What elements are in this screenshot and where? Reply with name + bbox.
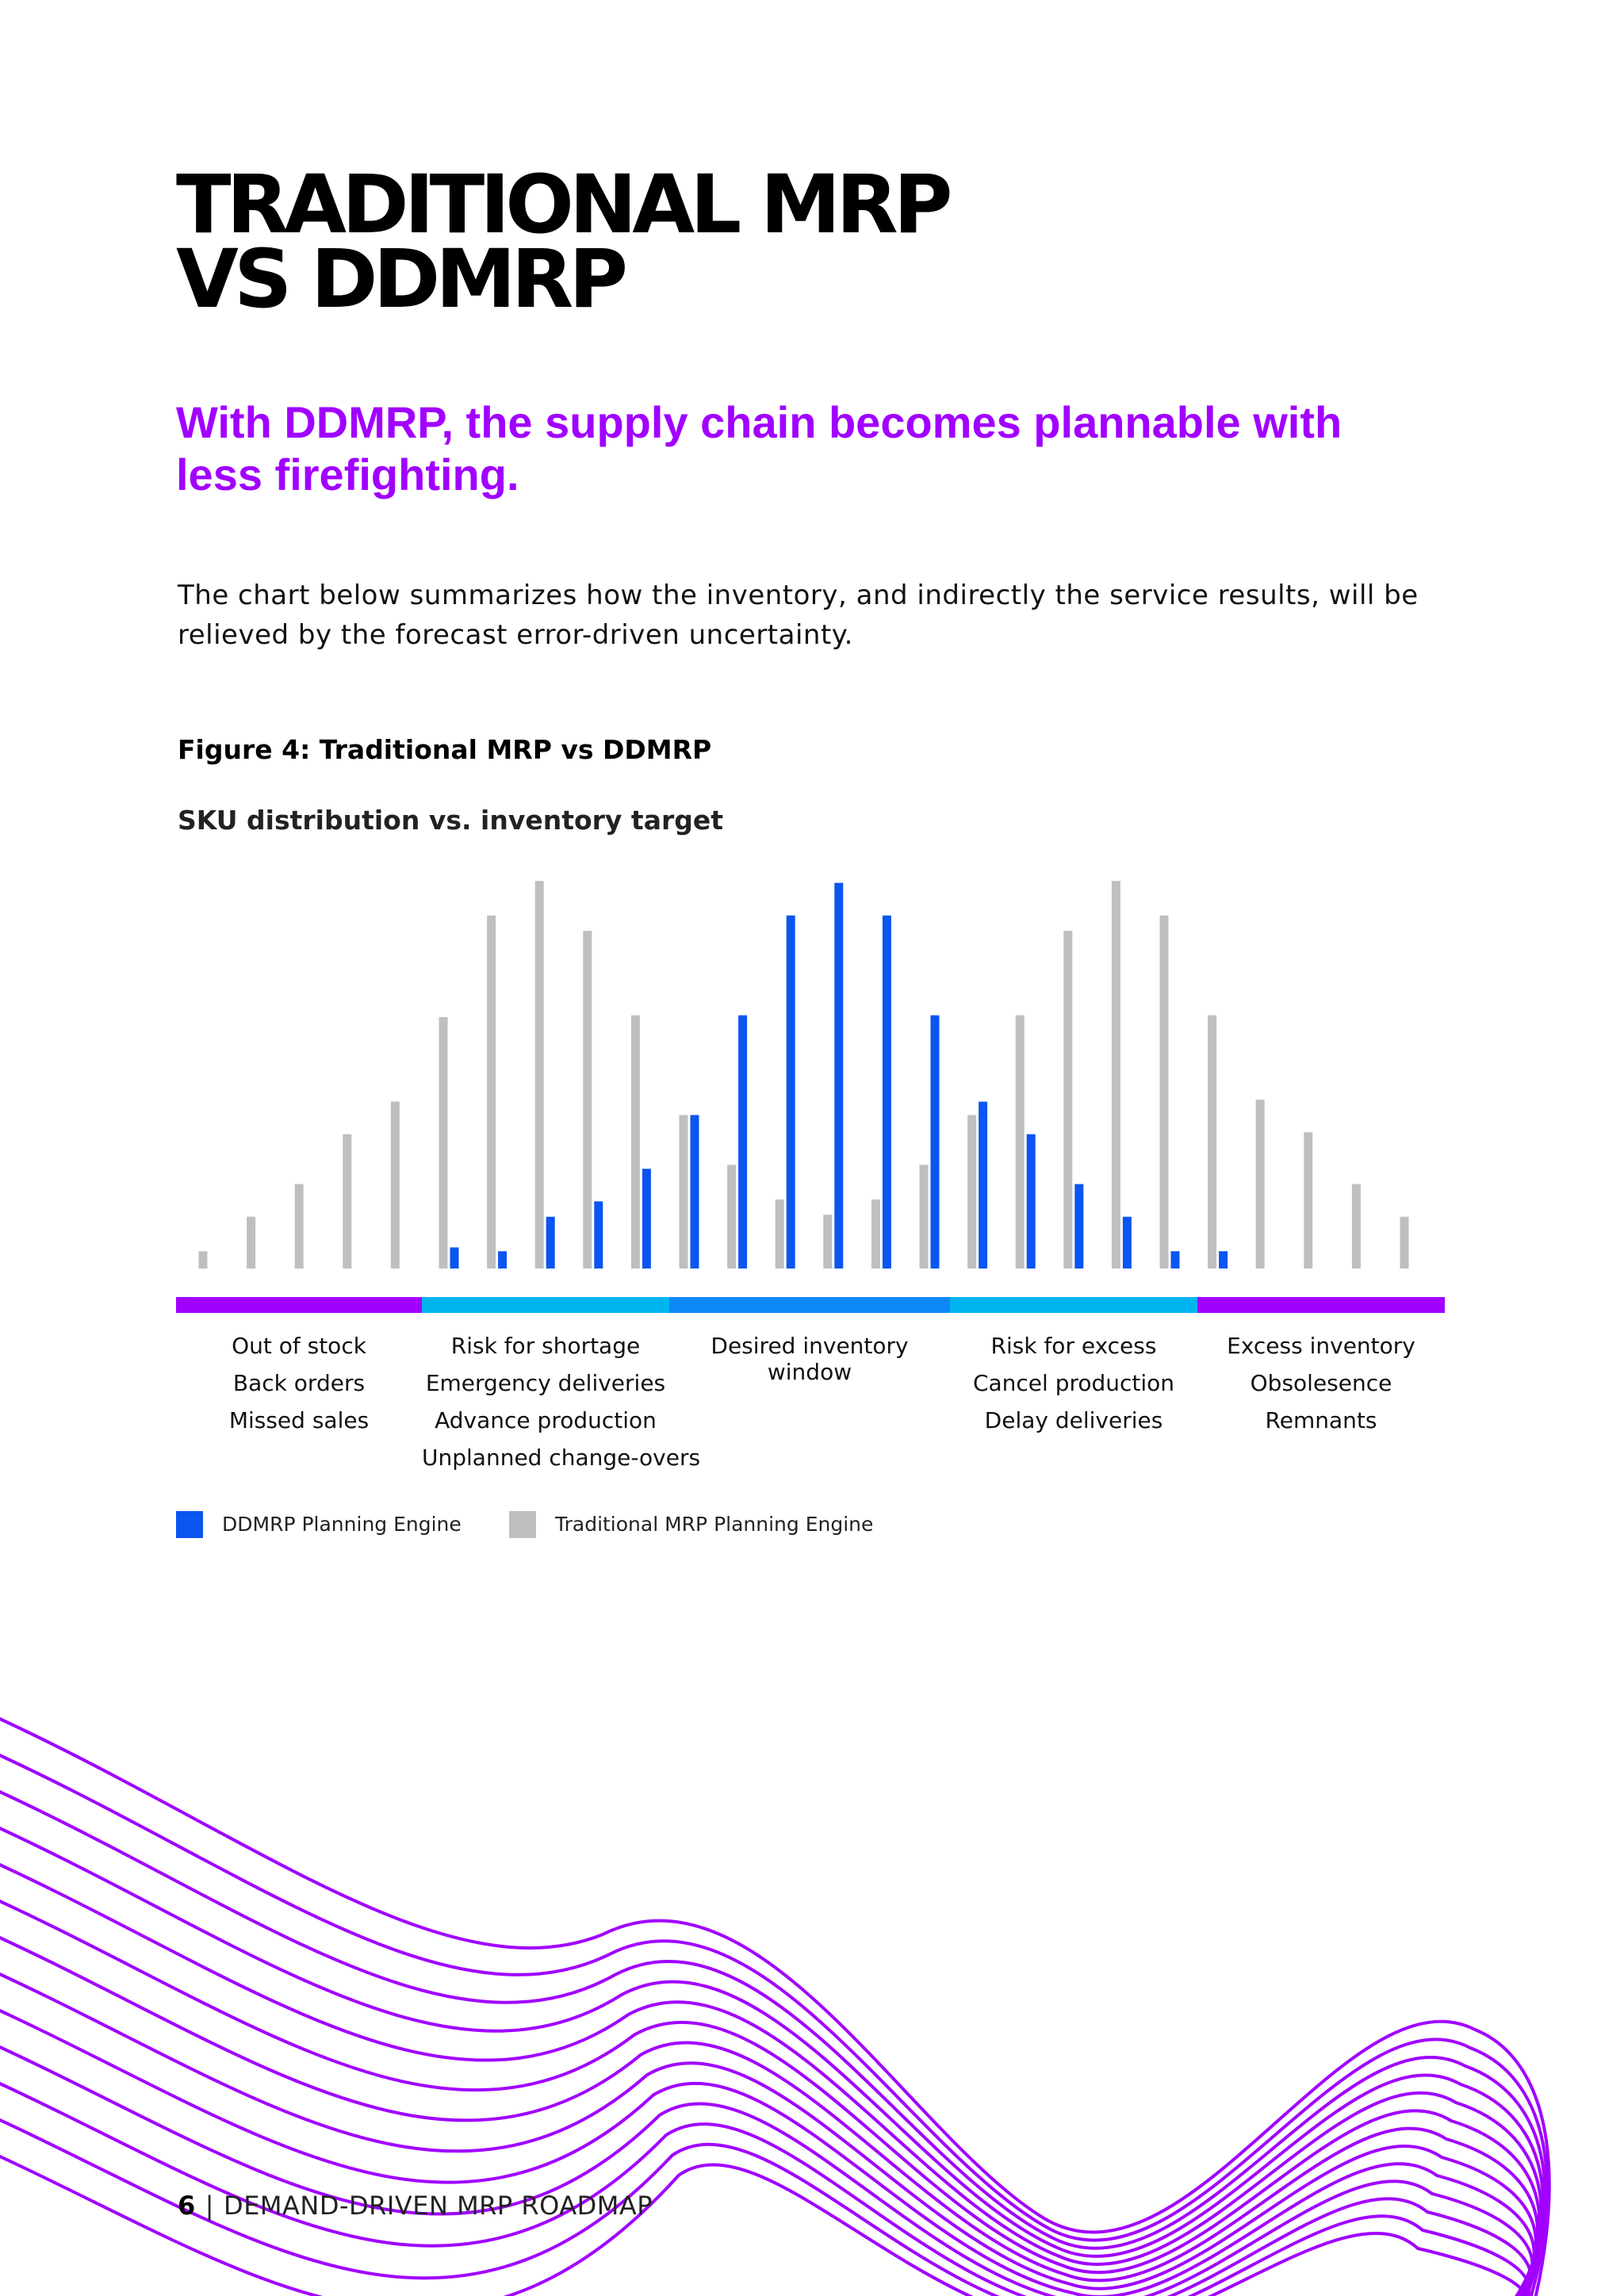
- bar-traditional-mrp: [1255, 1100, 1265, 1269]
- wave-line: [0, 1753, 1549, 2296]
- zone-item: Excess inventory: [1227, 1333, 1415, 1359]
- wave-line: [0, 1972, 1538, 2296]
- bar-traditional-mrp: [1063, 931, 1073, 1269]
- zone-item: Obsolesence: [1250, 1370, 1392, 1396]
- zone-item: Risk for excess: [990, 1333, 1157, 1359]
- zone-label-excess-inventory: Excess inventory Obsolesence Remnants: [1197, 1327, 1445, 1439]
- wave-line: [0, 1862, 1543, 2296]
- bar-traditional-mrp: [871, 1199, 880, 1269]
- wave-line: [0, 1826, 1545, 2296]
- zone-item: Remnants: [1265, 1407, 1377, 1433]
- wave-line: [0, 2045, 1534, 2296]
- bar-ddmrp: [450, 1247, 459, 1269]
- bar-traditional-mrp: [1351, 1184, 1361, 1269]
- zone-label-desired-window: Desired inventory window: [669, 1327, 950, 1385]
- page-title: TRADITIONAL MRP VS DDMRP: [176, 158, 953, 327]
- zone-item: Unplanned change-overs: [422, 1445, 701, 1471]
- zone-item: Cancel production: [972, 1370, 1175, 1396]
- zone-label-risk-for-shortage: Risk for shortage Emergency deliveries A…: [422, 1327, 701, 1476]
- intro-paragraph: The chart below summarizes how the inven…: [178, 580, 1419, 651]
- wave-line: [0, 1789, 1547, 2296]
- zone-label-risk-for-excess: Risk for excess Cancel production Delay …: [950, 1327, 1197, 1439]
- bar-traditional-mrp: [1159, 915, 1169, 1269]
- wave-line: [0, 1899, 1542, 2296]
- legend-label-ddmrp: DDMRP Planning Engine: [222, 1513, 462, 1536]
- zone-band-segment: [1197, 1297, 1445, 1313]
- page-subtitle: With DDMRP, the supply chain becomes pla…: [176, 397, 1342, 499]
- bar-traditional-mrp: [1111, 881, 1120, 1269]
- zone-item: Missed sales: [228, 1407, 370, 1433]
- bar-traditional-mrp: [343, 1134, 352, 1269]
- legend-swatch-traditional: [509, 1511, 536, 1538]
- bar-ddmrp: [1074, 1184, 1084, 1269]
- wave-line: [0, 2154, 1528, 2296]
- bar-ddmrp: [834, 882, 844, 1269]
- bar-ddmrp: [979, 1101, 988, 1269]
- bar-traditional-mrp: [583, 931, 592, 1269]
- zone-label-out-of-stock: Out of stock Back orders Missed sales: [176, 1327, 422, 1439]
- bar-ddmrp: [738, 1015, 748, 1269]
- bar-traditional-mrp: [390, 1101, 400, 1269]
- legend-swatch-ddmrp: [176, 1511, 203, 1538]
- bar-ddmrp: [1122, 1216, 1132, 1269]
- bar-traditional-mrp: [1304, 1132, 1313, 1269]
- bar-traditional-mrp: [775, 1199, 784, 1269]
- bar-traditional-mrp: [487, 915, 496, 1269]
- zone-band-segment: [176, 1297, 422, 1313]
- wave-line: [0, 2081, 1533, 2296]
- bar-traditional-mrp: [630, 1015, 640, 1269]
- bar-traditional-mrp: [294, 1184, 304, 1269]
- wave-line: [0, 1935, 1540, 2296]
- zone-item: Advance production: [435, 1407, 657, 1433]
- bar-traditional-mrp: [534, 881, 544, 1269]
- bar-traditional-mrp: [1208, 1015, 1217, 1269]
- bar-traditional-mrp: [727, 1165, 737, 1269]
- bar-ddmrp: [1026, 1134, 1036, 1269]
- zone-band-segment: [950, 1297, 1197, 1313]
- bar-traditional-mrp: [679, 1115, 688, 1269]
- bar-traditional-mrp: [198, 1251, 208, 1269]
- chart-title: SKU distribution vs. inventory target: [178, 805, 724, 836]
- footer-separator: |: [205, 2191, 215, 2221]
- wave-line: [0, 2118, 1531, 2296]
- bar-traditional-mrp: [823, 1215, 833, 1269]
- zone-item: Desired inventory: [710, 1333, 909, 1359]
- figure-caption: Figure 4: Traditional MRP vs DDMRP: [178, 734, 712, 765]
- bar-traditional-mrp: [247, 1216, 256, 1269]
- page-title-line2: VS DDMRP: [176, 232, 628, 327]
- bar-traditional-mrp: [1400, 1216, 1409, 1269]
- bar-ddmrp: [786, 915, 795, 1269]
- bar-traditional-mrp: [1015, 1015, 1025, 1269]
- page-title-line1: TRADITIONAL MRP: [176, 158, 953, 252]
- page-footer: 6 | DEMAND-DRIVEN MRP ROADMAP: [178, 2191, 653, 2221]
- bar-ddmrp: [930, 1015, 940, 1269]
- zone-item: Back orders: [232, 1370, 366, 1396]
- zone-band-segment: [422, 1297, 669, 1313]
- zone-band-segment: [669, 1297, 950, 1313]
- zone-item: Risk for shortage: [450, 1333, 641, 1359]
- bar-traditional-mrp: [919, 1165, 929, 1269]
- legend-label-traditional: Traditional MRP Planning Engine: [555, 1513, 874, 1536]
- bar-traditional-mrp: [439, 1017, 448, 1269]
- bar-ddmrp: [498, 1251, 508, 1269]
- bar-ddmrp: [546, 1216, 555, 1269]
- wave-line: [0, 2008, 1536, 2296]
- bar-ddmrp: [1170, 1251, 1180, 1269]
- publication-name: DEMAND-DRIVEN MRP ROADMAP: [224, 2191, 653, 2221]
- bar-ddmrp: [882, 915, 891, 1269]
- zone-item: Delay deliveries: [984, 1407, 1163, 1433]
- zone-item: window: [767, 1359, 852, 1385]
- bar-traditional-mrp: [967, 1115, 977, 1269]
- wave-line: [0, 1716, 1551, 2296]
- sku-distribution-chart: [176, 881, 1445, 1313]
- page-number: 6: [178, 2191, 196, 2221]
- zone-item: Out of stock: [232, 1333, 366, 1359]
- zone-item: Emergency deliveries: [425, 1370, 666, 1396]
- bar-ddmrp: [1219, 1251, 1228, 1269]
- bar-ddmrp: [690, 1115, 699, 1269]
- bar-ddmrp: [642, 1169, 651, 1269]
- bar-ddmrp: [594, 1201, 603, 1269]
